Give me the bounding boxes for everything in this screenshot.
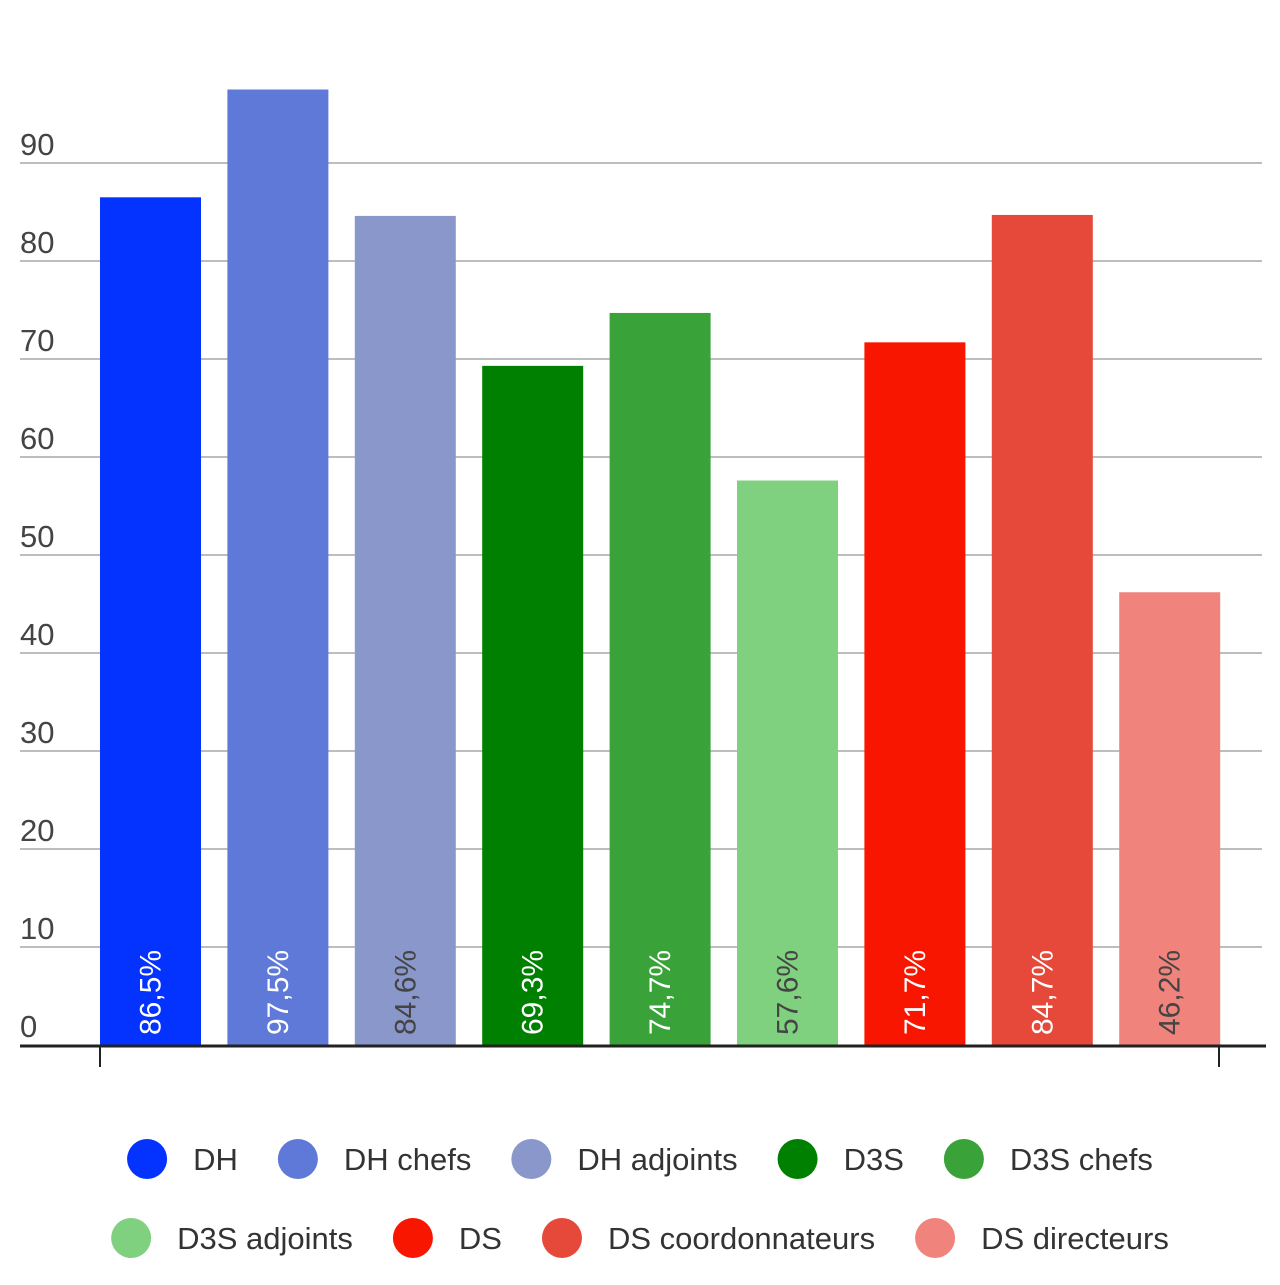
legend-label: DS directeurs: [981, 1221, 1169, 1256]
legend-swatch: [541, 1218, 582, 1258]
legend: DH DH chefs DH adjoints D3S D3S chefs D3S adj…: [111, 1139, 1169, 1258]
bar-ds-coordonnateurs: [991, 214, 1093, 1045]
bar-d3s-adjoints: [737, 480, 838, 1045]
legend-swatch: [277, 1139, 318, 1179]
y-tick-label: 40: [20, 617, 54, 652]
bar-d3s: [482, 365, 584, 1045]
legend-item: DS coordonnateurs: [541, 1218, 875, 1258]
y-tick-label: 20: [20, 813, 54, 848]
legend-swatch: [511, 1139, 552, 1179]
legend-label: DS coordonnateurs: [608, 1221, 875, 1256]
legend-swatch: [127, 1139, 168, 1179]
legend-label: D3S adjoints: [177, 1221, 353, 1256]
legend-swatch: [777, 1139, 818, 1179]
y-tick-label: 90: [20, 127, 54, 162]
data-label: 46,2%: [1154, 950, 1187, 1035]
data-label: 86,5%: [135, 950, 168, 1035]
data-label: 71,7%: [899, 950, 932, 1035]
legend-item: DS directeurs: [915, 1218, 1169, 1258]
bar-dh-chefs: [227, 89, 329, 1045]
y-tick-label: 0: [20, 1009, 37, 1044]
bar-ds: [864, 342, 966, 1046]
legend-swatch: [915, 1218, 956, 1258]
legend-item: DS: [392, 1218, 502, 1258]
data-label: 69,3%: [517, 950, 550, 1035]
y-tick-label: 60: [20, 421, 54, 456]
legend-item: DH chefs: [277, 1139, 471, 1179]
x-axis: [20, 1044, 1266, 1067]
legend-swatch: [392, 1218, 433, 1258]
y-axis-tick-labels: 0 10 20 30 40 50 60 70 80 90: [20, 127, 54, 1044]
data-label: 57,6%: [772, 950, 805, 1035]
legend-item: D3S: [777, 1139, 904, 1179]
legend-item: DH: [127, 1139, 238, 1179]
legend-item: D3S chefs: [943, 1139, 1153, 1179]
legend-label: D3S: [844, 1142, 904, 1177]
data-label: 74,7%: [644, 950, 677, 1035]
y-tick-label: 70: [20, 323, 54, 358]
y-tick-label: 10: [20, 911, 54, 946]
bar-dh: [100, 197, 201, 1046]
bar-ds-directeurs: [1119, 592, 1221, 1045]
legend-swatch: [943, 1139, 984, 1179]
legend-label: DH adjoints: [577, 1142, 737, 1177]
legend-swatch: [111, 1218, 152, 1258]
legend-label: DS: [459, 1221, 502, 1256]
legend-item: D3S adjoints: [111, 1218, 353, 1258]
data-labels: 86,5% 97,5% 84,6% 69,3% 74,7% 57,6% 71,7% 84,7%…: [135, 950, 1187, 1035]
data-label: 84,7%: [1026, 950, 1059, 1035]
y-tick-label: 30: [20, 715, 54, 750]
data-label: 84,6%: [389, 950, 422, 1035]
legend-label: DH: [193, 1142, 238, 1177]
bar-d3s-chefs: [609, 312, 711, 1045]
legend-item: DH adjoints: [511, 1139, 738, 1179]
data-label: 97,5%: [262, 950, 295, 1035]
bar-dh-adjoints: [354, 215, 456, 1046]
y-tick-label: 80: [20, 225, 54, 260]
y-tick-label: 50: [20, 519, 54, 554]
legend-label: D3S chefs: [1010, 1142, 1153, 1177]
legend-label: DH chefs: [344, 1142, 471, 1177]
bars: [100, 89, 1221, 1046]
